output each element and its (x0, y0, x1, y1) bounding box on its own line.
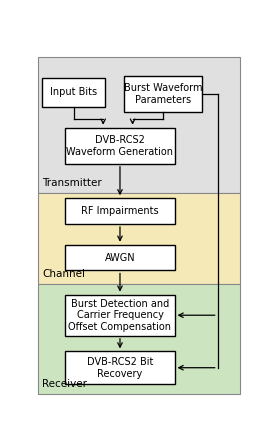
Text: Burst Detection and
Carrier Frequency
Offset Compensation: Burst Detection and Carrier Frequency Of… (69, 299, 172, 332)
Text: DVB-RCS2
Waveform Generation: DVB-RCS2 Waveform Generation (66, 135, 173, 156)
Bar (65, 245, 175, 270)
Text: Input Bits: Input Bits (50, 87, 97, 97)
Text: Transmitter: Transmitter (42, 178, 102, 188)
Bar (124, 76, 202, 112)
Text: Burst Waveform
Parameters: Burst Waveform Parameters (124, 83, 202, 105)
Bar (65, 295, 175, 336)
Text: RF Impairments: RF Impairments (81, 206, 159, 216)
Bar (65, 128, 175, 164)
Bar (65, 351, 175, 384)
Text: Receiver: Receiver (42, 379, 87, 389)
Bar (38, 57, 240, 193)
Text: Channel: Channel (42, 269, 85, 279)
Bar (42, 78, 105, 107)
Bar (38, 284, 240, 394)
Bar (65, 198, 175, 224)
Text: DVB-RCS2 Bit
Recovery: DVB-RCS2 Bit Recovery (87, 357, 153, 379)
Text: AWGN: AWGN (105, 253, 135, 262)
Bar (38, 193, 240, 284)
